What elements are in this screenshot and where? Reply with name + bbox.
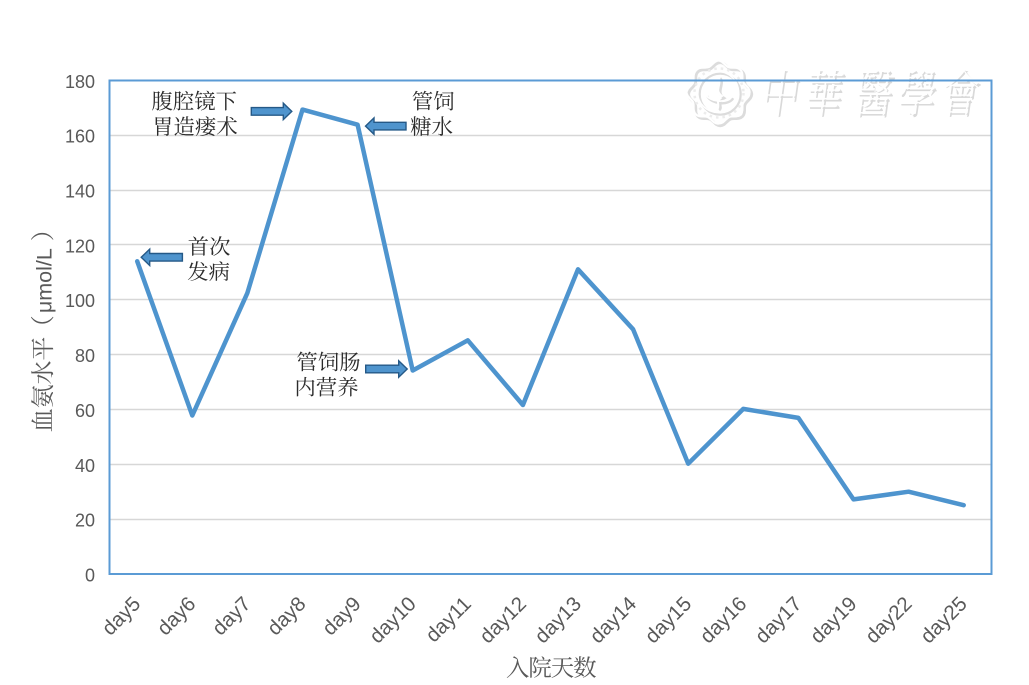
svg-text:180: 180 [65,72,95,92]
svg-text:μmol/L: μmol/L [32,248,56,313]
svg-text:160: 160 [65,127,95,147]
svg-text:140: 140 [65,182,95,202]
svg-text:80: 80 [75,346,95,366]
svg-text:20: 20 [75,511,95,531]
svg-text:0: 0 [85,566,95,586]
svg-text:60: 60 [75,401,95,421]
svg-text:120: 120 [65,236,95,256]
svg-text:100: 100 [65,291,95,311]
svg-text:40: 40 [75,456,95,476]
